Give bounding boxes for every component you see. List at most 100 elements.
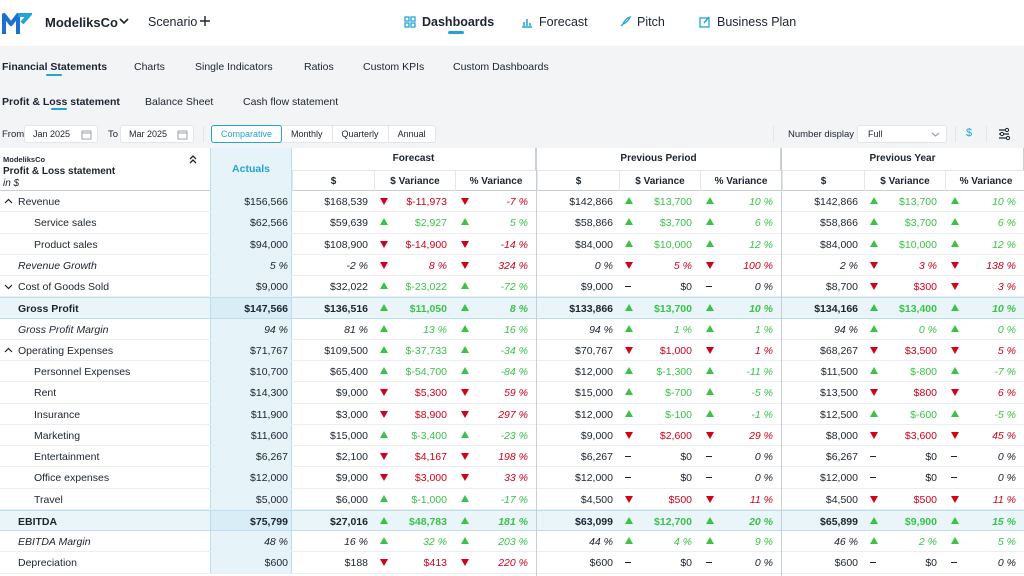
table-row[interactable]: Travel $5,000 $6,000 $-1,000 -17 % $4,500 $500… [0,488,1024,510]
actuals-cell: 48 % [210,531,292,552]
table-row[interactable]: Revenue Growth 5 % -2 % 8 % 324 % 0 % 5 % 100 %… [0,254,1024,276]
variance-value: 6 % [754,217,773,230]
variance-value: $11,050 [409,303,447,316]
table-row[interactable]: Marketing $11,600 $15,000 $-3,400 -23 % $9,00… [0,424,1024,446]
chevron-down-icon[interactable] [4,282,13,291]
column-header-dollar-variance[interactable]: $ Variance [864,170,945,191]
column-header-amount[interactable]: $ [537,170,619,191]
nav-pitch[interactable]: Pitch [619,15,665,29]
table-row[interactable]: Gross Profit $147,566 $136,516 $11,050 8 % $1… [0,297,1024,319]
arrow-down-icon [870,389,878,397]
tab-custom-kpis[interactable]: Custom KPIs [363,61,425,73]
percent-variance-cell: 5 % [945,340,1024,360]
variance-value: $-37,733 [405,344,447,357]
column-header-amount[interactable]: $ [782,170,864,191]
column-header-percent-variance[interactable]: % Variance [455,170,536,191]
segment-comparative[interactable]: Comparative [211,125,283,143]
from-date-input[interactable]: Jan 2025 [24,125,98,143]
currency-toggle-button[interactable]: $ [966,127,973,139]
column-header-dollar-variance[interactable]: $ Variance [374,170,455,191]
column-header-amount[interactable]: $ [292,170,374,191]
nav-forecast[interactable]: Forecast [521,15,588,29]
table-row[interactable]: Operating Expenses $71,767 $109,500 $-37,73… [0,339,1024,361]
chevron-up-icon[interactable] [4,197,13,206]
tab-profit-loss[interactable]: Profit & Loss statement [2,96,120,108]
variance-value: 5 % [997,536,1016,548]
arrow-up-icon [461,516,469,524]
arrow-down-icon [870,261,878,269]
column-header-percent-variance[interactable]: % Variance [700,170,781,191]
arrow-up-icon [706,218,714,226]
table-row[interactable]: Service sales $62,566 $59,639 $2,927 5 % $58,… [0,212,1024,234]
table-row[interactable]: EBITDA Margin 48 % 16 % 32 % 203 % 44 % 4 % 9 %… [0,531,1024,553]
tab-single-indicators[interactable]: Single Indicators [195,61,273,73]
tab-balance-sheet[interactable]: Balance Sheet [145,96,214,108]
arrow-up-icon [380,345,388,353]
table-row[interactable]: Personnel Expenses $10,700 $65,400 $-54,700… [0,361,1024,383]
group-header-previous-period: Previous Period [537,148,781,170]
table-row[interactable]: Rent $14,300 $9,000 $5,300 59 % $15,000 $-700 -… [0,382,1024,404]
variance-value: 10 % [992,303,1016,316]
tab-cash-flow[interactable]: Cash flow statement [243,96,339,108]
table-row[interactable]: Depreciation $600 $188 $413 220 % $600 $0 0 % $6… [0,552,1024,574]
segment-annual[interactable]: Annual [397,129,426,139]
collapse-all-icon[interactable] [188,154,198,164]
table-row[interactable]: EBITDA $75,799 $27,016 $48,783 181 % $63,099 $… [0,509,1024,531]
settings-icon[interactable] [997,127,1011,141]
modeliks-logo-icon[interactable] [2,10,32,36]
tab-financial-statements[interactable]: Financial Statements [2,61,108,73]
arrow-down-icon [380,453,388,460]
plus-icon[interactable] [199,15,211,27]
chevron-down-icon[interactable] [118,15,130,27]
amount-cell: $9,000 [335,387,368,400]
column-header-dollar-variance[interactable]: $ Variance [619,170,700,191]
dash-icon [625,286,631,287]
tab-custom-dashboards[interactable]: Custom Dashboards [453,61,549,73]
column-header-percent-variance[interactable]: % Variance [945,170,1024,191]
amount-cell: $3,000 [335,408,368,421]
amount-cell: 44 % [589,536,613,548]
table-row[interactable]: Office expenses $12,000 $9,000 $3,000 33 % $1… [0,467,1024,489]
table-row[interactable]: Product sales $94,000 $108,900 $-14,900 -14 … [0,233,1024,255]
arrow-down-icon [951,389,959,397]
row-label: Revenue [18,196,61,208]
table-row[interactable]: Revenue $156,566 $168,539 $-11,973 -7 % $142,… [0,191,1024,213]
nav-business-plan[interactable]: Business Plan [699,15,796,29]
arrow-down-icon [625,431,633,439]
grid-icon [404,16,416,28]
percent-variance-cell: 11 % [700,489,781,509]
percent-variance-cell: 10 % [945,191,1024,211]
chevron-up-icon[interactable] [4,346,13,355]
arrow-down-icon [380,261,388,269]
percent-variance-cell: 6 % [700,212,781,232]
number-display-select[interactable]: Full [857,125,947,143]
row-label: Office expenses [34,472,110,485]
table-row[interactable]: Insurance $11,900 $3,000 $8,900 297 % $12,000… [0,403,1024,425]
variance-value: $-800 [910,366,937,378]
scenario-button[interactable]: Scenario [148,15,198,29]
table-row[interactable]: Cost of Goods Sold $9,000 $32,022 $-23,022 -… [0,276,1024,298]
segment-quarterly[interactable]: Quarterly [333,126,389,142]
company-name[interactable]: ModeliksCo [45,15,118,30]
dollar-variance-cell: $-14,900 [374,234,455,254]
variance-value: 297 % [498,408,528,421]
nav-dashboards[interactable]: Dashboards [404,15,494,29]
table-row[interactable]: Gross Profit Margin 94 % 81 % 13 % 16 % 94 % 1… [0,318,1024,340]
arrow-up-icon [706,537,714,544]
group-divider [536,148,537,576]
segment-monthly[interactable]: Monthly [282,126,333,142]
arrow-up-icon [870,304,878,312]
actuals-header[interactable]: Actuals [210,148,292,191]
amount-cell: 46 % [834,536,858,548]
amount-cell: $12,500 [820,408,858,421]
to-date-input[interactable]: Mar 2025 [120,125,194,143]
tab-charts[interactable]: Charts [134,61,165,73]
row-label: Cost of Goods Sold [18,281,110,293]
tab-ratios[interactable]: Ratios [304,61,334,73]
arrow-up-icon [951,197,959,204]
row-label: Travel [34,493,63,506]
dash-icon [625,562,631,564]
variance-value: -84 % [500,366,528,378]
percent-variance-cell: -7 % [945,361,1024,381]
table-row[interactable]: Entertainment $6,267 $2,100 $4,167 198 % $6,2… [0,446,1024,468]
